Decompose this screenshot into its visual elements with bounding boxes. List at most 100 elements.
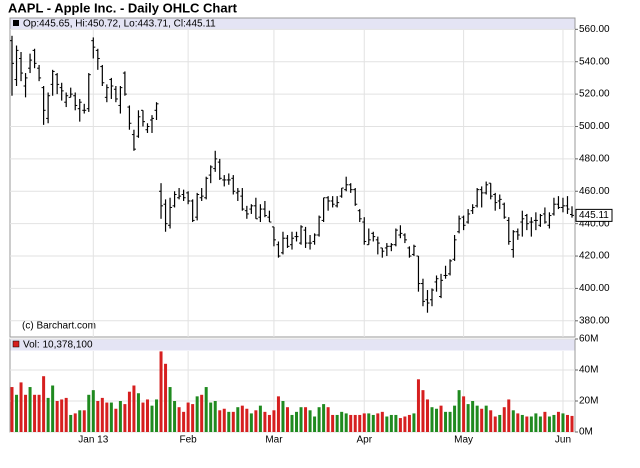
volume-bar	[439, 405, 443, 432]
volume-bar	[46, 397, 50, 432]
volume-bar	[489, 410, 493, 432]
volume-bar	[28, 387, 32, 432]
volume-bar	[326, 407, 330, 432]
y-tick-label: 20M	[579, 396, 598, 407]
volume-bar	[543, 411, 547, 432]
volume-bar	[267, 414, 271, 432]
volume-bar	[249, 413, 253, 432]
volume-bar	[155, 399, 159, 432]
volume-bar	[313, 416, 317, 432]
volume-bar	[416, 379, 420, 432]
volume-bar	[385, 416, 389, 432]
volume-bar	[96, 401, 100, 432]
volume-bar	[394, 414, 398, 432]
volume-header	[10, 339, 575, 351]
y-tick-label: 540.00	[579, 56, 610, 67]
volume-bar	[15, 394, 19, 432]
volume-bar	[195, 396, 199, 432]
volume-bar	[412, 413, 416, 432]
volume-bar	[344, 413, 348, 432]
x-tick-label: Apr	[356, 435, 372, 446]
volume-bar	[556, 411, 560, 432]
volume-bar	[82, 410, 86, 432]
volume-bar	[136, 393, 140, 432]
volume-bar	[317, 407, 321, 432]
last-price-box	[575, 208, 613, 222]
volume-bar	[331, 414, 335, 432]
volume-bar	[127, 391, 131, 432]
volume-bar	[471, 401, 475, 432]
volume-bar	[222, 408, 226, 432]
volume-bar	[466, 404, 470, 432]
volume-bar	[258, 405, 262, 432]
volume-bar	[19, 382, 23, 432]
volume-bar	[263, 411, 267, 432]
volume-bar	[159, 351, 163, 432]
volume-bar	[511, 410, 515, 432]
volume-bar	[272, 410, 276, 432]
volume-bar	[254, 410, 258, 432]
volume-bar	[371, 414, 375, 432]
volume-bar	[73, 413, 77, 432]
volume-bar	[64, 397, 68, 432]
volume-bar	[552, 414, 556, 432]
volume-icon	[12, 340, 20, 348]
volume-bar	[534, 413, 538, 432]
volume-bar	[87, 394, 91, 432]
volume-bar	[118, 401, 122, 432]
volume-bar	[37, 394, 41, 432]
volume-bar	[407, 414, 411, 432]
volume-bar	[236, 407, 240, 432]
volume-bar	[227, 411, 231, 432]
volume-bar	[498, 414, 502, 432]
volume-bar	[516, 413, 520, 432]
volume-bar	[304, 407, 308, 432]
x-tick-label: Jan 13	[78, 435, 108, 446]
volume-bar	[281, 401, 285, 432]
price-icon	[13, 20, 19, 26]
volume-bar	[78, 410, 82, 432]
volume-bar	[502, 407, 506, 432]
volume-bar	[425, 399, 429, 432]
volume-bar	[380, 411, 384, 432]
volume-bar	[285, 407, 289, 432]
volume-bar	[520, 414, 524, 432]
volume-bar	[60, 399, 64, 432]
y-tick-label: 480.00	[579, 154, 610, 165]
price-readout: Op:445.65, Hi:450.72, Lo:443.71, Cl:445.…	[23, 19, 216, 30]
chart-title: AAPL - Apple Inc. - Daily OHLC Chart	[8, 0, 238, 15]
volume-bar	[453, 405, 457, 432]
volume-bar	[349, 414, 353, 432]
volume-bar	[448, 411, 452, 432]
credit: (c) Barchart.com	[22, 321, 96, 332]
volume-bar	[421, 390, 425, 432]
volume-bar	[475, 405, 479, 432]
volume-bar	[493, 416, 497, 432]
volume-bar	[141, 402, 145, 432]
volume-bar	[389, 414, 393, 432]
volume-bar	[69, 414, 73, 432]
y-tick-label: 0M	[579, 427, 593, 438]
x-tick-label: Jun	[555, 435, 571, 446]
volume-bar	[42, 376, 46, 432]
y-tick-label: 380.00	[579, 315, 610, 326]
volume-bar	[299, 407, 303, 432]
volume-bar	[276, 396, 280, 432]
volume-bar	[529, 416, 533, 432]
volume-bar	[145, 399, 149, 432]
volume-bar	[24, 394, 28, 432]
volume-bar	[177, 407, 181, 432]
volume-bar	[295, 411, 299, 432]
volume-bar	[376, 413, 380, 432]
volume-bar	[213, 401, 217, 432]
y-tick-label: 400.00	[579, 283, 610, 294]
last-price-label: 445.11	[579, 210, 609, 221]
volume-bar	[565, 414, 569, 432]
volume-bar	[200, 394, 204, 432]
volume-bar	[182, 411, 186, 432]
volume-bar	[231, 411, 235, 432]
volume-bar	[173, 401, 177, 432]
volume-bar	[91, 390, 95, 432]
volume-bar	[100, 397, 104, 432]
